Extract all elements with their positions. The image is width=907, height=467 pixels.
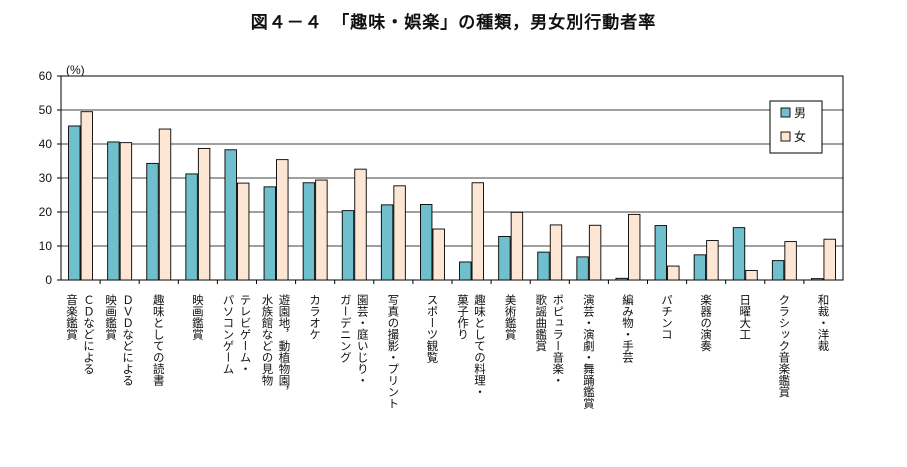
male-bar — [498, 236, 511, 281]
category-label: 編み物・手芸 — [621, 293, 635, 364]
male-bar — [341, 210, 355, 281]
y-tick-label: 30 — [39, 171, 53, 185]
female-bar — [628, 213, 641, 281]
category-label: パチンコ — [660, 294, 674, 340]
category-label: 趣味としての料理・ — [473, 293, 487, 397]
male-bar — [68, 125, 81, 281]
female-bar — [471, 182, 484, 281]
male-bar — [732, 227, 746, 281]
male-bar — [107, 141, 120, 281]
y-tick-label: 50 — [39, 103, 53, 117]
category-label: テレビゲーム・ — [238, 294, 252, 375]
female-bar — [236, 182, 250, 281]
female-bar — [119, 142, 133, 281]
legend-female-label: 女 — [794, 129, 806, 144]
female-bar — [315, 179, 328, 281]
y-tick-label: 20 — [39, 205, 53, 219]
female-bar — [80, 111, 94, 281]
female-bar — [745, 270, 758, 281]
male-bar — [459, 261, 472, 281]
category-label: ガーデニング — [339, 294, 353, 363]
legend-male-label: 男 — [794, 106, 806, 120]
y-tick-label: 60 — [39, 69, 53, 83]
category-label: クラシック音楽鑑賞 — [777, 294, 791, 398]
female-bar — [549, 224, 563, 281]
category-label: ＤＶＤなどによる — [121, 294, 135, 386]
female-bar — [823, 238, 836, 281]
male-bar — [615, 277, 628, 281]
category-label: ポピュラー音楽・ — [551, 294, 565, 386]
female-bar — [158, 128, 172, 281]
category-label: 菓子作り — [456, 294, 470, 340]
male-bar — [576, 256, 589, 281]
chart-title: 図４－４ 「趣味・娯楽」の種類，男女別行動者率 — [250, 13, 657, 33]
category-label: 歌謡曲鑑賞 — [534, 293, 548, 352]
female-bar — [588, 224, 602, 281]
male-bar — [146, 162, 159, 281]
male-bar — [420, 204, 433, 281]
female-bar — [784, 241, 797, 281]
legend-female-swatch — [780, 131, 791, 142]
male-bar — [380, 204, 394, 281]
category-label: 写真の撮影・プリント — [386, 294, 400, 409]
male-bar — [654, 225, 667, 281]
female-bar — [432, 228, 445, 281]
male-bar — [693, 254, 707, 281]
male-bar — [302, 182, 316, 281]
female-bar — [706, 240, 719, 281]
legend-male-swatch — [780, 107, 791, 118]
category-label: 園芸・庭いじり・ — [356, 294, 370, 386]
category-label: 趣味としての読書 — [152, 293, 166, 387]
male-bar — [185, 173, 198, 281]
category-label: 音楽鑑賞 — [65, 293, 79, 341]
y-tick-label: 10 — [39, 239, 53, 253]
category-label: 映画鑑賞 — [104, 294, 118, 341]
category-label: カラオケ — [308, 294, 322, 340]
category-label: 演芸・演劇・舞踊鑑賞 — [582, 293, 596, 410]
female-bar — [354, 168, 367, 281]
male-bar — [771, 260, 785, 281]
category-label: ＣＤなどによる — [82, 294, 96, 375]
female-bar — [276, 159, 289, 281]
male-bar — [811, 278, 824, 281]
y-axis-unit: (%) — [66, 63, 85, 77]
category-label: 楽器の演奏 — [699, 294, 713, 352]
male-bar — [263, 186, 276, 281]
y-tick-label: 40 — [39, 137, 53, 151]
category-label: 水族館などの見物 — [261, 294, 275, 386]
female-bar — [393, 185, 406, 281]
category-label: 遊園地，動植物園， — [278, 293, 292, 397]
category-label: 和裁・洋裁 — [816, 294, 830, 352]
category-label: 美術鑑賞 — [504, 293, 518, 341]
category-label: パソコンゲーム — [221, 294, 235, 375]
male-bar — [224, 149, 237, 281]
female-bar — [510, 211, 524, 281]
legend-box — [769, 100, 823, 154]
male-bar — [537, 251, 550, 281]
y-tick-label: 0 — [45, 273, 52, 287]
female-bar — [667, 265, 680, 281]
category-label: 日曜大工 — [738, 294, 752, 340]
category-label: 映画鑑賞 — [191, 294, 205, 341]
category-label: スポーツ観覧 — [425, 294, 439, 364]
female-bar — [197, 147, 211, 281]
